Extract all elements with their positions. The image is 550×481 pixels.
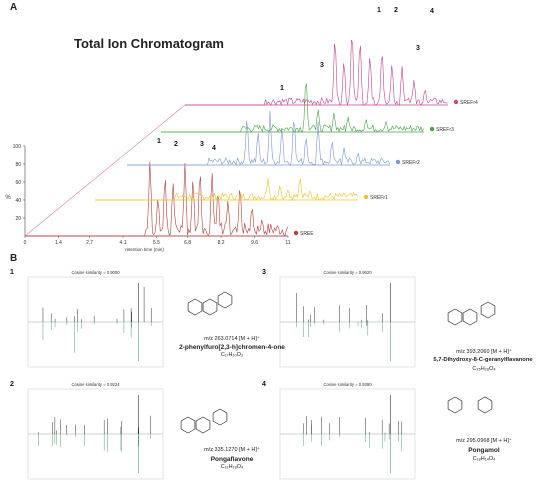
spectrum-panel-number-3: 3 xyxy=(262,269,266,276)
peak-label-SREFr2-1: 1 xyxy=(280,85,284,92)
y-tick-label: 20 xyxy=(15,216,21,222)
legend-label-SREFr2: SREFr2 xyxy=(402,160,420,166)
compound-4-name: Pongamol xyxy=(468,447,500,454)
peak-label-SREE-2: 2 xyxy=(174,141,178,148)
peak-label-SREFr3-3: 3 xyxy=(320,62,324,69)
x-tick-label: 2.7 xyxy=(86,240,93,246)
x-tick-label: 4.1 xyxy=(120,240,127,246)
panel-a-letter: A xyxy=(10,2,18,13)
compound-1-mz: m/z 263.0714 [M + H]⁺ xyxy=(204,336,260,342)
compound-3-mz: m/z 393.2060 [M + H]⁺ xyxy=(456,349,512,355)
structure-2-ring-1 xyxy=(180,416,196,434)
x-tick-label: 0 xyxy=(24,240,27,246)
compound-1-formula: C₁₇H₁₀O₃ xyxy=(220,352,244,358)
structure-3-ring-1 xyxy=(447,308,463,326)
peak-label-SREFr4-4: 4 xyxy=(430,8,434,15)
offset-guide xyxy=(24,104,186,237)
structure-3-ring-2 xyxy=(462,308,478,326)
x-tick-label: 5.5 xyxy=(153,240,160,246)
structure-4-ring-1 xyxy=(447,396,463,414)
peak-label-SREE-3: 3 xyxy=(200,141,204,148)
cosine-similarity-3: Cosine similarity = 0.9620 xyxy=(323,270,372,275)
legend-dot-SREFr3 xyxy=(429,126,435,132)
peak-label-SREFr4-3: 3 xyxy=(416,45,420,52)
compound-2-mz: m/z 335.1270 [M + H]⁺ xyxy=(204,447,260,453)
trace-SREFr2 xyxy=(127,110,390,166)
spectra-panel: 1 Cosine similarity = 0.9000 2 Cosine simil… xyxy=(10,269,496,480)
spectrum-panel-number-1: 1 xyxy=(10,269,14,276)
chart-title: Total Ion Chromatogram xyxy=(74,36,224,51)
compound-2-formula: C₂₁H₁₈O₄ xyxy=(220,464,244,470)
cosine-similarity-4: Cosine similarity = 0.9380 xyxy=(323,382,372,387)
compound-4-formula: C₁₈H₁₄O₄ xyxy=(472,456,496,462)
x-tick-label: 8.2 xyxy=(218,240,225,246)
legend-label-SREFr3: SREFr3 xyxy=(436,127,454,133)
structure-1-ring-2 xyxy=(202,298,218,316)
spectrum-panel-number-2: 2 xyxy=(10,381,14,388)
y-axis-label: % xyxy=(5,195,11,201)
peak-label-SREE-4: 4 xyxy=(212,145,216,152)
legend-dot-SREFr2 xyxy=(395,159,401,165)
compound-4-mz: m/z 295.0968 [M + H]⁺ xyxy=(456,438,512,444)
y-tick-label: 60 xyxy=(15,180,21,186)
trace-SREFr3 xyxy=(161,82,424,133)
x-tick-label: 9.6 xyxy=(251,240,258,246)
structure-4-ring-2 xyxy=(477,396,493,414)
structure-1-ring-1 xyxy=(187,298,203,316)
x-axis-label: retention time (min) xyxy=(125,247,164,252)
compound-3-name: 5,7-Dihydroxy-8-C-geranylflavanone xyxy=(433,357,533,363)
legend-dot-SREE xyxy=(293,230,299,236)
legend-label-SREFr4: SREFr4 xyxy=(460,100,478,106)
y-tick-label: 80 xyxy=(15,162,21,168)
compound-2-name: Pongaflavone xyxy=(210,456,254,463)
compound-3-formula: C₂₅H₂₈O₄ xyxy=(472,366,496,372)
x-tick-label: 6.8 xyxy=(184,240,191,246)
legend-dot-SREFr1 xyxy=(363,194,369,200)
peak-label-SREFr4-2: 2 xyxy=(394,7,398,14)
y-tick-label: 100 xyxy=(13,144,22,150)
compound-1-name: 2-phenylfuro[2,3-h]chromen-4-one xyxy=(179,344,285,351)
structure-3-ring-3 xyxy=(480,301,496,319)
trace-SREFr1 xyxy=(95,178,358,201)
peak-label-SREE-1: 1 xyxy=(157,138,161,145)
x-tick-label: 1.4 xyxy=(55,240,62,246)
spectrum-panel-number-4: 4 xyxy=(262,381,266,388)
peak-label-SREFr4-1: 1 xyxy=(377,7,381,14)
legend-label-SREFr1: SREFr1 xyxy=(370,195,388,201)
legend-dot-SREFr4 xyxy=(453,99,459,105)
legend-label-SREE: SREE xyxy=(300,231,314,237)
trace-SREFr4 xyxy=(185,39,448,107)
x-tick-label: 11 xyxy=(285,240,290,246)
cosine-similarity-2: Cosine similarity = 0.9224 xyxy=(71,382,120,387)
cosine-similarity-1: Cosine similarity = 0.9000 xyxy=(71,270,120,275)
structure-2-ring-3 xyxy=(212,408,228,426)
structure-1-ring-3 xyxy=(217,291,233,309)
trace-SREE xyxy=(25,161,288,237)
structure-2-ring-2 xyxy=(195,416,211,434)
panel-b-letter: B xyxy=(10,253,18,264)
y-tick-label: 40 xyxy=(15,198,21,204)
